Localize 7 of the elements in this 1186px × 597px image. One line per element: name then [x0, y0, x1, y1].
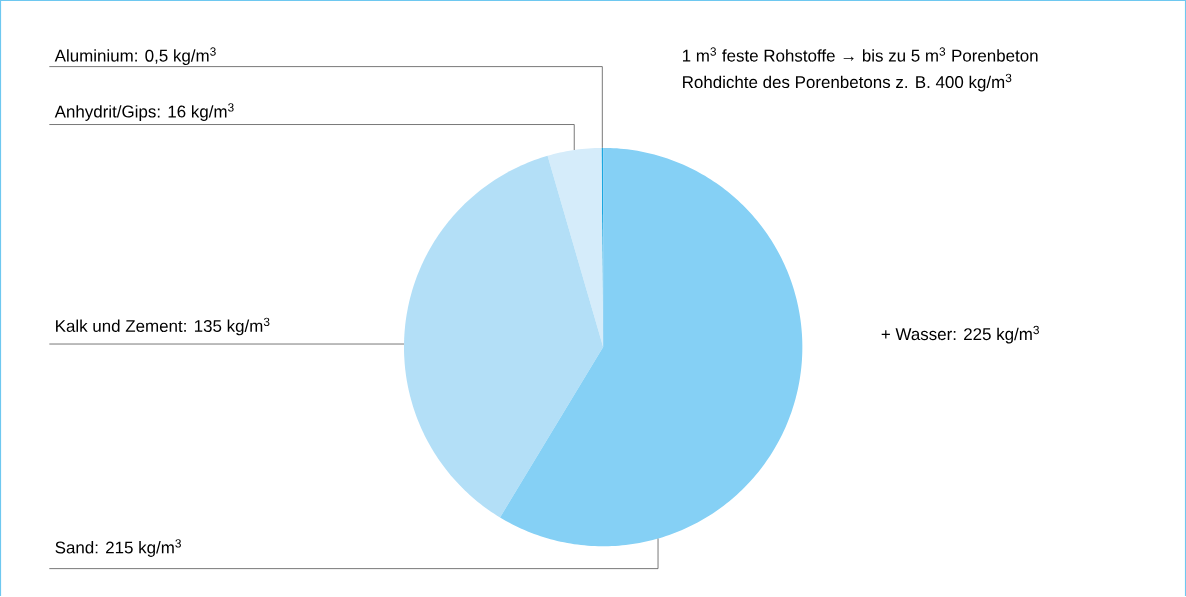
text: 1 m$^{3}$ feste Rohstoffe → bis zu 5 m$^{3}$ Porenbeton	[682, 47, 1038, 62]
slice-label: Kalk und Zement: 135 kg/m$^{3}$	[56, 317, 270, 336]
text: Rohdichte des Porenbetons z. B. 400 kg/m$^{3}$	[683, 73, 1012, 92]
text: + Wasser: 225 kg/m$^{3}$	[881, 325, 1039, 344]
slice-label: Anhydrit/Gips: 16 kg/m$^{3}$	[54, 103, 234, 122]
slice-label: Sand: 215 kg/m$^{3}$	[55, 539, 181, 558]
slice-label: Aluminium: 0,5 kg/m$^{3}$	[54, 47, 216, 66]
